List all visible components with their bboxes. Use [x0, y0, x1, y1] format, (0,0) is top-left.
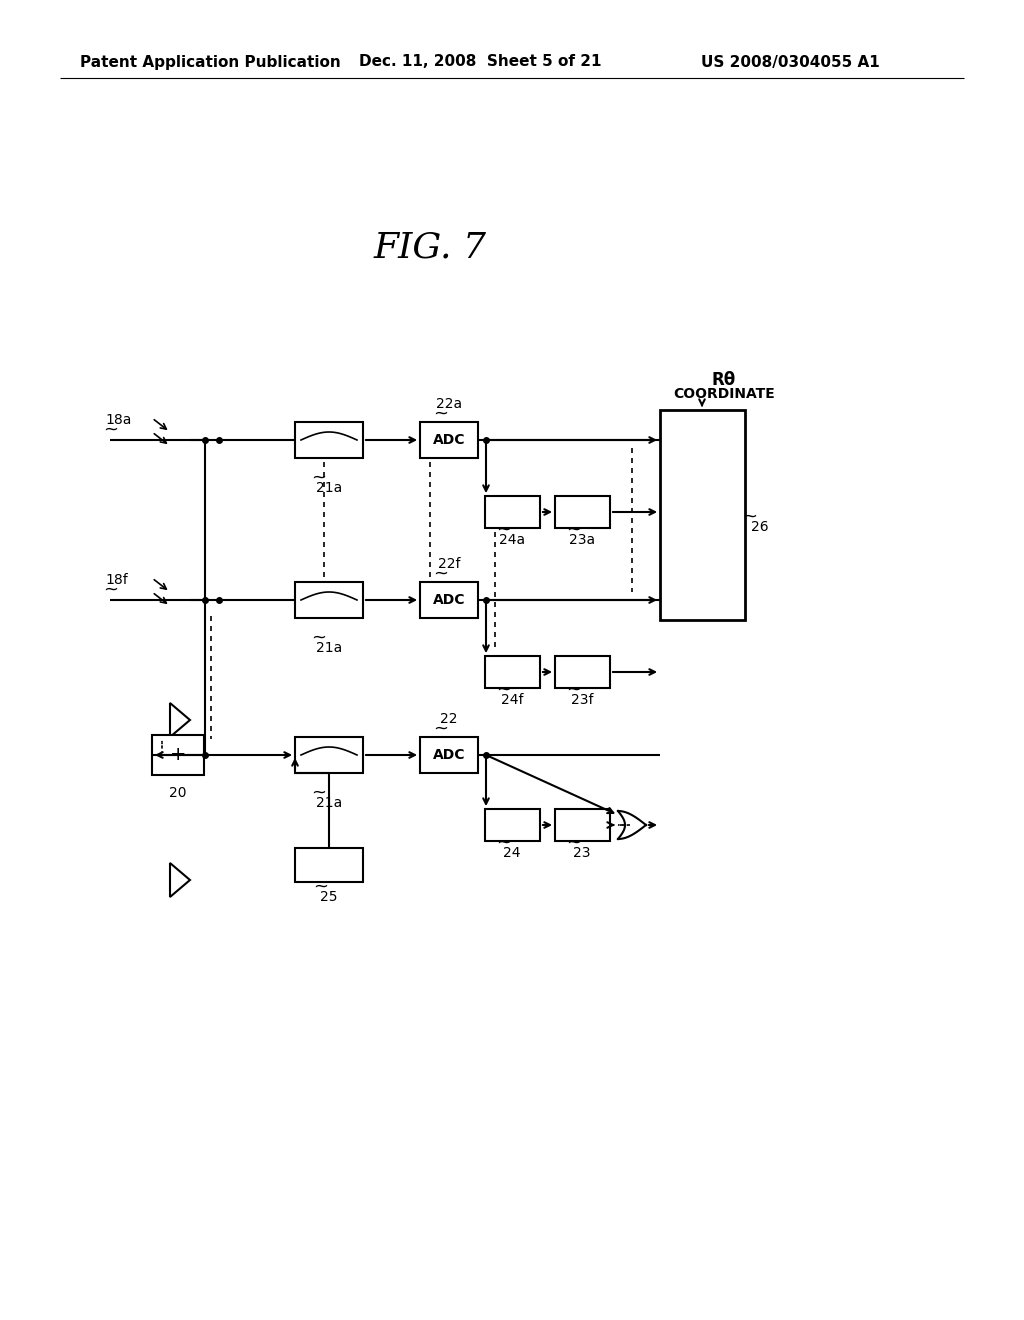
Bar — [152, 735, 204, 775]
Text: ~: ~ — [311, 784, 327, 803]
Bar — [295, 422, 362, 458]
Text: 25: 25 — [321, 890, 338, 904]
Bar — [660, 411, 745, 620]
Text: ~: ~ — [313, 878, 329, 896]
Text: ~: ~ — [433, 565, 449, 583]
Text: ADC: ADC — [433, 748, 465, 762]
Text: US 2008/0304055 A1: US 2008/0304055 A1 — [700, 54, 880, 70]
Text: ADC: ADC — [433, 433, 465, 447]
Bar — [295, 582, 362, 618]
Text: 24: 24 — [503, 846, 521, 861]
Bar — [420, 582, 478, 618]
Text: ~: ~ — [566, 834, 582, 851]
Text: ~: ~ — [497, 681, 512, 700]
Text: 23: 23 — [573, 846, 591, 861]
Bar — [485, 656, 540, 688]
Text: ~: ~ — [566, 521, 582, 539]
Text: Rθ: Rθ — [712, 371, 736, 389]
Text: 18a: 18a — [105, 413, 131, 426]
Text: 23f: 23f — [570, 693, 593, 708]
Text: FIG. 7: FIG. 7 — [374, 231, 486, 265]
Text: 24a: 24a — [499, 533, 525, 546]
Bar — [295, 737, 362, 774]
Bar — [555, 656, 610, 688]
Text: 18f: 18f — [105, 573, 128, 587]
Bar — [555, 496, 610, 528]
Text: ~: ~ — [497, 834, 512, 851]
Text: 22f: 22f — [437, 557, 460, 572]
Text: ~: ~ — [103, 421, 119, 440]
Text: 23a: 23a — [569, 533, 595, 546]
Text: 22a: 22a — [436, 397, 462, 411]
Bar — [485, 496, 540, 528]
Text: 21a: 21a — [315, 796, 342, 810]
Bar — [420, 422, 478, 458]
Text: ~: ~ — [311, 469, 327, 487]
Text: COORDINATE: COORDINATE — [673, 387, 775, 401]
Text: Patent Application Publication: Patent Application Publication — [80, 54, 340, 70]
Text: 22: 22 — [440, 711, 458, 726]
Text: ~: ~ — [566, 681, 582, 700]
Text: ~: ~ — [433, 719, 449, 738]
Text: ~: ~ — [103, 581, 119, 599]
Text: ADC: ADC — [433, 593, 465, 607]
Text: ~: ~ — [433, 405, 449, 422]
Text: Dec. 11, 2008  Sheet 5 of 21: Dec. 11, 2008 Sheet 5 of 21 — [358, 54, 601, 70]
Text: 24f: 24f — [501, 693, 523, 708]
Text: ~: ~ — [311, 630, 327, 647]
Bar — [485, 809, 540, 841]
Text: 20: 20 — [169, 785, 186, 800]
Text: 21a: 21a — [315, 642, 342, 655]
Text: 26: 26 — [752, 520, 769, 535]
Bar — [420, 737, 478, 774]
Bar — [295, 847, 362, 882]
Text: 21a: 21a — [315, 480, 342, 495]
Text: ~: ~ — [497, 521, 512, 539]
Bar — [555, 809, 610, 841]
Text: +: + — [170, 746, 186, 764]
Text: ~: ~ — [742, 508, 758, 525]
